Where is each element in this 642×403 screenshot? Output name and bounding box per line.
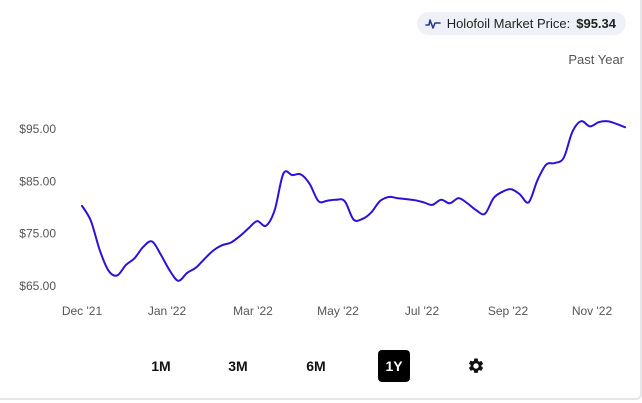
y-tick-label: $75.00 [19, 227, 56, 241]
x-tick-label: Dec '21 [62, 304, 103, 318]
x-tick-label: Jul '22 [405, 304, 440, 318]
period-label: Past Year [568, 52, 624, 67]
y-tick-label: $95.00 [19, 122, 56, 136]
market-price-value: $95.34 [576, 16, 616, 31]
y-tick-label: $65.00 [19, 279, 56, 293]
gear-icon[interactable] [467, 357, 485, 375]
time-range-selector: 1M 3M 6M 1Y [0, 350, 640, 382]
x-tick-label: Sep '22 [488, 304, 529, 318]
x-tick-label: Jan '22 [148, 304, 187, 318]
x-tick-label: May '22 [317, 304, 359, 318]
x-tick-label: Nov '22 [572, 304, 613, 318]
range-1m-button[interactable]: 1M [151, 358, 171, 374]
line-chart-icon [424, 18, 441, 30]
range-3m-button[interactable]: 3M [228, 358, 248, 374]
market-price-label: Holofoil Market Price: [446, 16, 571, 31]
price-line-chart: $65.00 $75.00 $85.00 $95.00 Dec '21 Jan '22 Ma… [19, 120, 626, 318]
range-1y-button[interactable]: 1Y [378, 350, 410, 382]
y-tick-label: $85.00 [19, 174, 56, 188]
market-price-badge: Holofoil Market Price: $95.34 [416, 12, 626, 35]
x-tick-label: Mar '22 [233, 304, 273, 318]
range-6m-button[interactable]: 6M [306, 358, 326, 374]
price-series-line [81, 120, 626, 282]
